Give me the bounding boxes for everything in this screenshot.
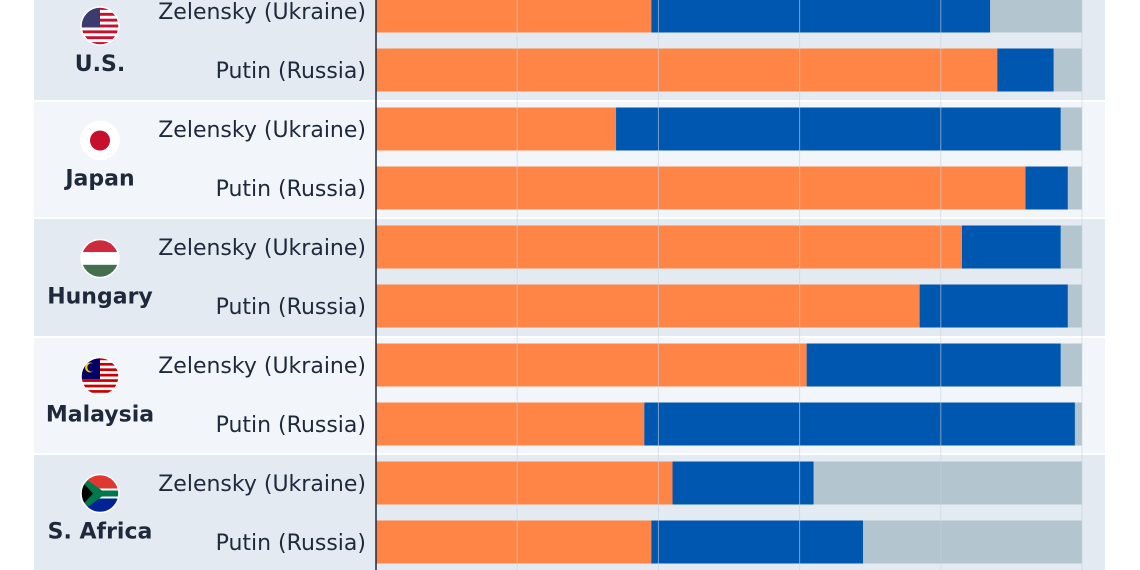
blue-segment: [644, 402, 1075, 446]
malaysia-flag-icon: [80, 356, 120, 397]
us-flag-icon: [80, 6, 120, 46]
row-label: Putin (Russia): [216, 177, 366, 202]
row-label: Zelensky (Ukraine): [158, 118, 366, 143]
blue-segment: [672, 461, 814, 505]
row-label: Putin (Russia): [216, 295, 366, 320]
blue-segment: [616, 107, 1061, 151]
country-label: U.S.: [75, 52, 125, 77]
gray-segment: [863, 520, 1082, 564]
row-label: Zelensky (Ukraine): [158, 0, 366, 25]
gray-segment: [1053, 48, 1082, 92]
blue-segment: [1025, 166, 1068, 210]
gray-segment: [1067, 284, 1082, 328]
gray-segment: [990, 0, 1082, 33]
orange-segment: [376, 0, 652, 33]
country-label: S. Africa: [48, 520, 153, 545]
country-label: Malaysia: [46, 403, 154, 428]
blue-segment: [651, 520, 864, 564]
row-label: Zelensky (Ukraine): [158, 354, 366, 379]
orange-segment: [376, 402, 645, 446]
row-label: Zelensky (Ukraine): [158, 472, 366, 497]
hungary-flag-icon: [80, 238, 120, 279]
blue-segment: [919, 284, 1068, 328]
orange-segment: [376, 107, 617, 151]
japan-flag-icon: [80, 120, 120, 161]
blue-segment: [651, 0, 991, 33]
orange-segment: [376, 284, 920, 328]
orange-segment: [376, 461, 673, 505]
gray-segment: [1060, 107, 1082, 151]
south-africa-flag-icon: [80, 473, 120, 514]
gray-segment: [1060, 343, 1082, 387]
orange-segment: [376, 343, 807, 387]
orange-segment: [376, 520, 652, 564]
gray-segment: [1074, 402, 1082, 446]
blue-segment: [997, 48, 1054, 92]
gray-segment: [1060, 225, 1082, 269]
blue-segment: [806, 343, 1061, 387]
country-label: Hungary: [47, 285, 153, 310]
gray-segment: [813, 461, 1082, 505]
country-label: Japan: [63, 167, 134, 192]
row-label: Putin (Russia): [216, 59, 366, 84]
blue-segment: [961, 225, 1061, 269]
orange-segment: [376, 225, 962, 269]
orange-segment: [376, 166, 1026, 210]
gray-segment: [1067, 166, 1082, 210]
row-label: Zelensky (Ukraine): [158, 236, 366, 261]
row-label: Putin (Russia): [216, 531, 366, 556]
orange-segment: [376, 48, 998, 92]
row-label: Putin (Russia): [216, 413, 366, 438]
